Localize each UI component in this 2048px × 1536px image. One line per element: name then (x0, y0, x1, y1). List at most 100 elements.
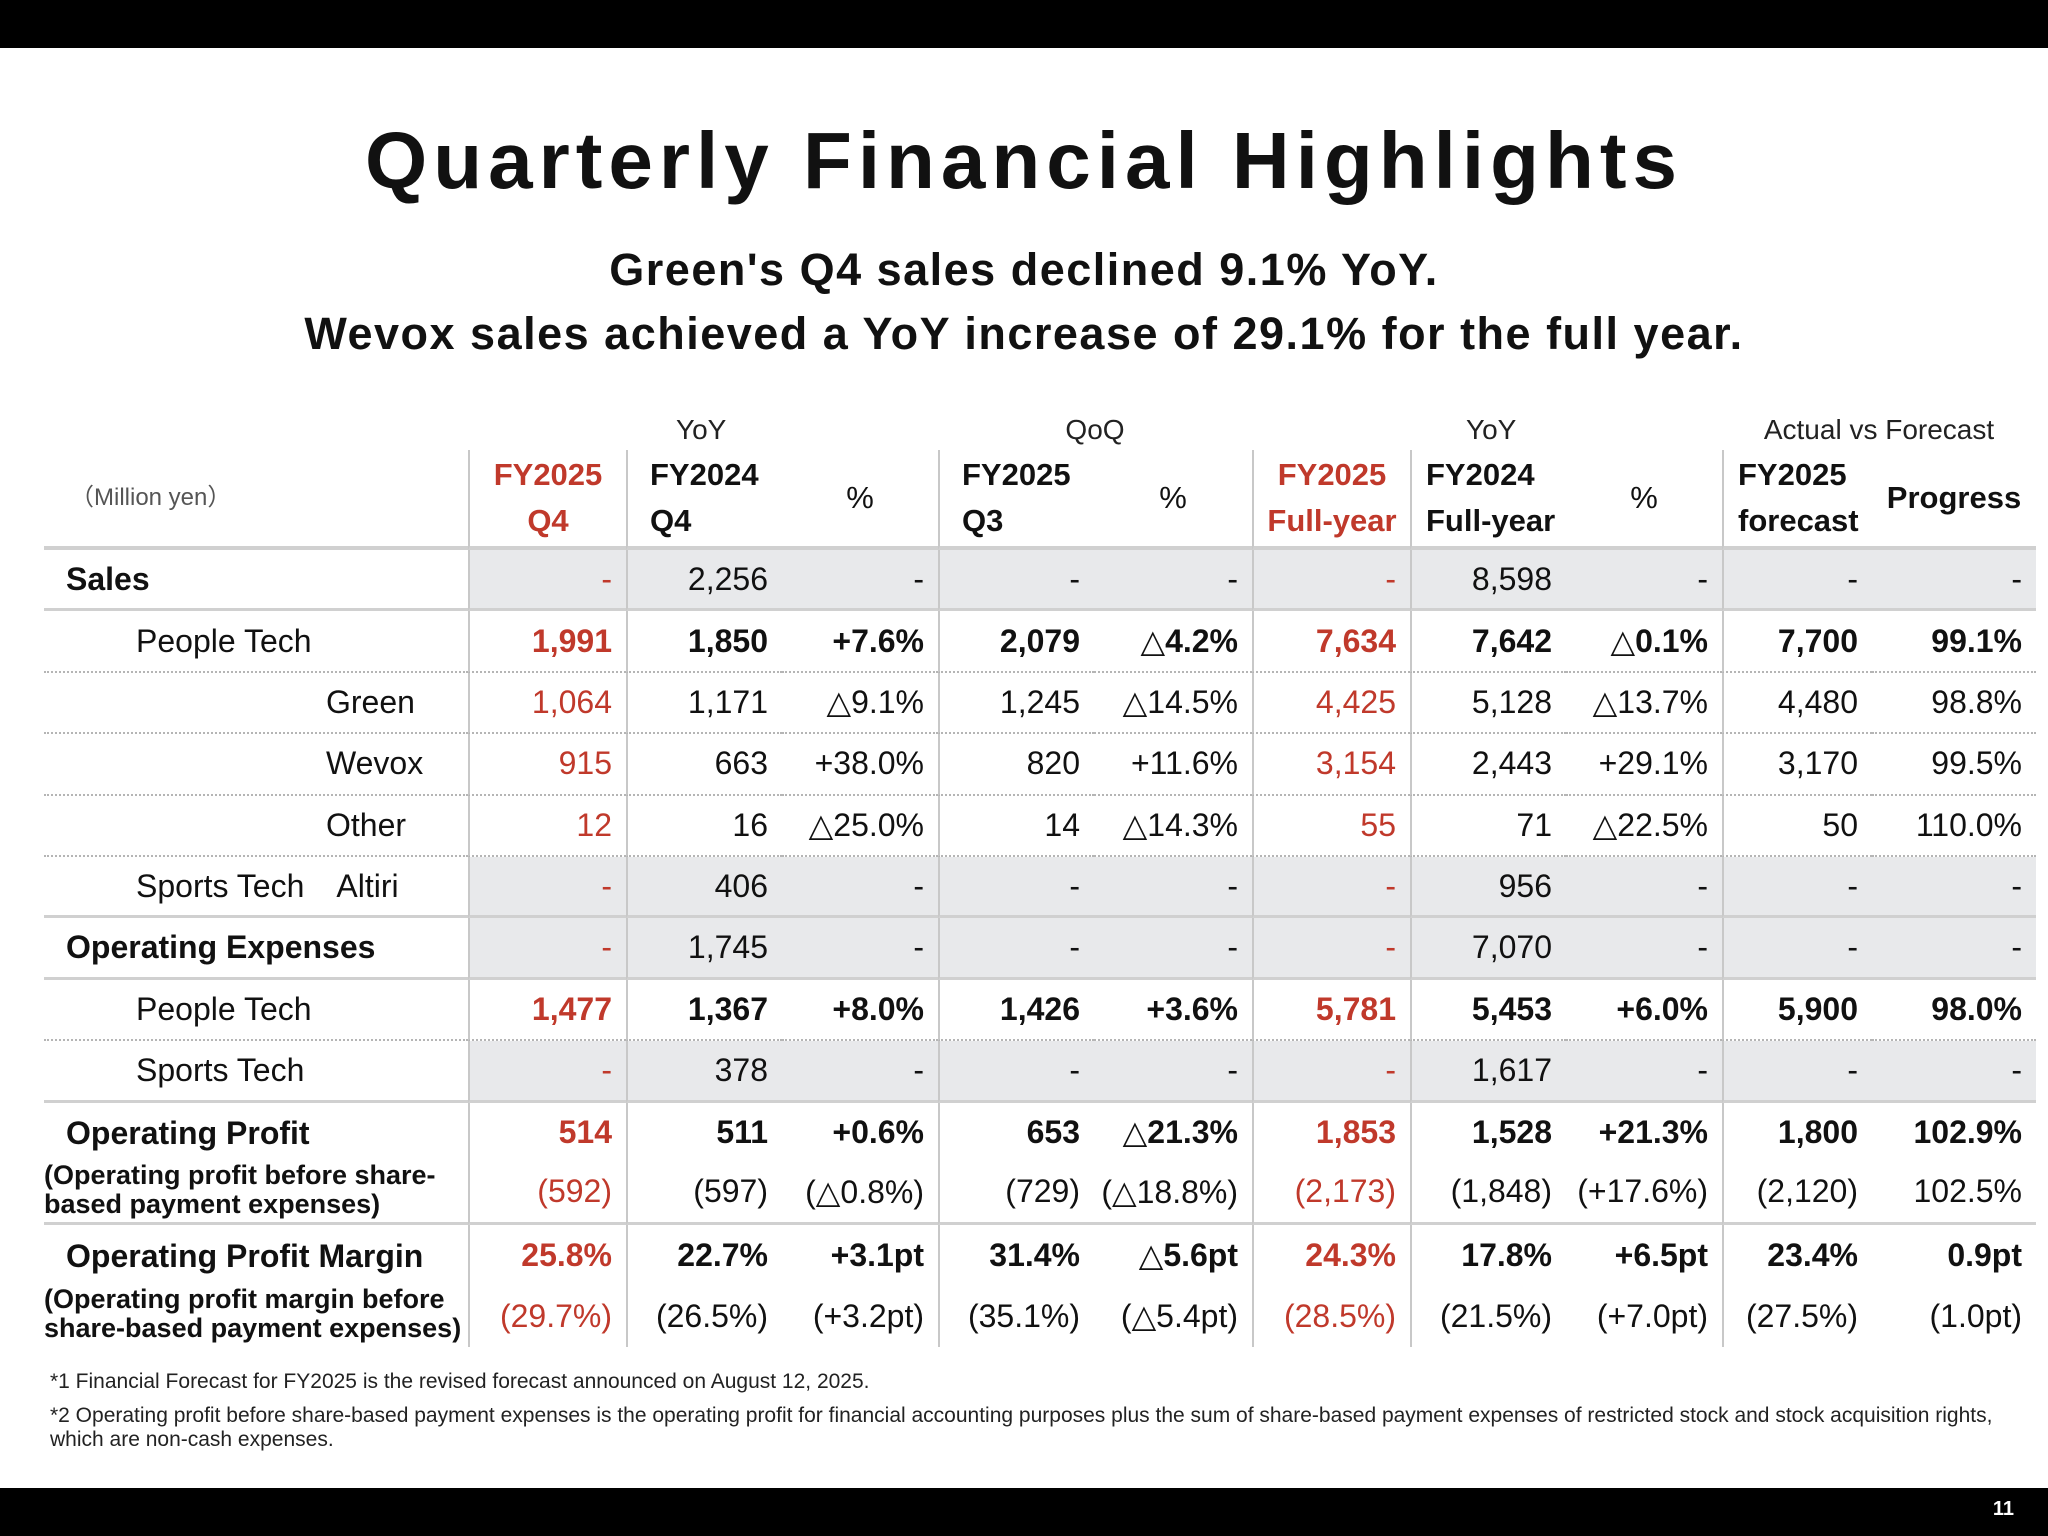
cell-value: +0.6% (832, 1113, 924, 1150)
table-cell: 2,079 (938, 611, 1094, 673)
cell-subvalue: (27.5%) (1745, 1297, 1858, 1334)
column-header-row: （Million yen） FY2025 Q4 FY2024 Q4 % FY2025… (44, 450, 2036, 550)
table-cell: - (468, 550, 626, 612)
group-header-row: YoY QoQ YoY Actual vs Forecast (44, 410, 2036, 450)
table-row: People Tech 1,477 1,367 +8.0% 1,426 +3.6% 5,78… (44, 979, 2036, 1042)
cell-value: 25.8% (521, 1236, 612, 1273)
group-header-forecast: Actual vs Forecast (1763, 414, 1995, 445)
bottom-black-band: 11 (0, 1488, 2048, 1536)
table-row: Wevox 915 663 +38.0% 820 +11.6% 3,154 2,443 +29.… (44, 734, 2036, 796)
table-cell: 1,245 (938, 672, 1094, 735)
table-cell: 3,154 (1252, 734, 1410, 796)
table-cell: - (1566, 918, 1722, 980)
row-label: Sports Tech (44, 1041, 468, 1103)
table-cell: +29.1% (1566, 734, 1722, 796)
table-row: Sales -2,256- - - -8,598- - - (44, 550, 2036, 612)
table-cell: △9.1% (782, 673, 938, 735)
row-label-main: Operating Profit (66, 1114, 310, 1151)
unit-label: （Million yen） (70, 484, 232, 511)
table-cell: 31.4% (35.1%) (938, 1224, 1094, 1347)
table-cell: 1,853 (2,173) (1252, 1102, 1410, 1225)
cell-value: △5.6pt (1138, 1237, 1238, 1274)
page-title: Quarterly Financial Highlights (365, 116, 1683, 205)
table-cell: △5.6pt (△5.4pt) (1094, 1225, 1252, 1347)
table-cell: △21.3% (△18.8%) (1094, 1103, 1252, 1225)
col-header: % (1566, 450, 1722, 550)
table-cell: 110.0% (1872, 796, 2036, 857)
table-cell: 2,443 (1410, 734, 1566, 796)
table-cell: 8,598 (1410, 550, 1566, 612)
table-cell: 7,642 (1410, 611, 1566, 673)
table-cell: - (782, 856, 938, 919)
table-cell: 17.8% (21.5%) (1410, 1224, 1566, 1347)
cell-value: △21.3% (1122, 1114, 1238, 1151)
table-cell: - (1566, 1041, 1722, 1103)
row-label: Operating Expenses (44, 918, 468, 980)
cell-value: +21.3% (1598, 1113, 1708, 1150)
table-cell: - (1722, 918, 1872, 980)
cell-value: 31.4% (989, 1236, 1080, 1273)
col-header: FY2025 forecast (1722, 450, 1872, 550)
row-sublabel-text: Altiri (336, 867, 399, 904)
table-cell: - (938, 550, 1094, 612)
table-cell: +21.3% (+17.6%) (1566, 1103, 1722, 1225)
cell-subvalue: (+7.0pt) (1596, 1297, 1708, 1334)
table-cell: 1,477 (468, 979, 626, 1042)
col-header: FY2024 Q4 (626, 450, 782, 550)
footnotes: *1 Financial Forecast for FY2025 is the … (50, 1370, 2000, 1462)
financial-table: YoY QoQ YoY Actual vs Forecast （Million … (44, 410, 2036, 1347)
table-cell: 22.7% (26.5%) (626, 1224, 782, 1347)
table-cell: 24.3% (28.5%) (1252, 1224, 1410, 1347)
table-cell: 50 (1722, 795, 1872, 857)
page-number: 11 (1992, 1498, 2014, 1520)
table-cell: - (1094, 918, 1252, 980)
table-cell: +38.0% (782, 734, 938, 796)
table-row: Other 12 16 △25.0% 14 △14.3% 55 71 △22.5% 50 110.0… (44, 795, 2036, 857)
cell-subvalue: (+17.6%) (1577, 1173, 1708, 1210)
table-cell: 1,426 (938, 979, 1094, 1042)
table-cell: 14 (938, 795, 1094, 857)
table-cell: - (1872, 1041, 2036, 1103)
row-label-text: People Tech (136, 622, 312, 659)
row-label: Operating Profit Margin (Operating profit… (44, 1225, 468, 1347)
table-row: Operating Profit (Operating profit before… (44, 1102, 2036, 1225)
table-cell: - (938, 1041, 1094, 1103)
cell-subvalue: (2,173) (1294, 1173, 1396, 1210)
table-cell: 5,453 (1410, 979, 1566, 1042)
table-cell: △4.2% (1094, 611, 1252, 673)
table-cell: - (468, 1041, 626, 1103)
cell-value: 17.8% (1461, 1236, 1552, 1273)
table-cell: 820 (938, 734, 1094, 796)
table-cell: - (938, 856, 1094, 919)
cell-subvalue: (592) (537, 1173, 612, 1210)
subtitle-line-2: Wevox sales achieved a YoY increase of 2… (304, 308, 1744, 359)
table-cell: 378 (626, 1041, 782, 1103)
table-cell: - (1566, 856, 1722, 919)
table-cell: - (1094, 550, 1252, 612)
table-cell: 915 (468, 734, 626, 796)
col-header: FY2024 Full-year (1410, 450, 1566, 550)
cell-subvalue: (28.5%) (1283, 1297, 1396, 1334)
table-cell: 956 (1410, 856, 1566, 919)
table-cell: - (1872, 918, 2036, 980)
table-cell: - (1872, 550, 2036, 612)
cell-subvalue: (21.5%) (1439, 1297, 1552, 1334)
cell-subvalue: 102.5% (1913, 1173, 2022, 1210)
table-cell: +6.5pt (+7.0pt) (1566, 1225, 1722, 1347)
col-header: FY2025 Full-year (1252, 450, 1410, 550)
cell-subvalue: (2,120) (1756, 1173, 1858, 1210)
cell-value: 23.4% (1767, 1236, 1858, 1273)
row-label-text: Other (326, 806, 407, 843)
row-label-text: Green (326, 683, 415, 720)
col-header: FY2025 Q3 (938, 450, 1094, 550)
row-label-main: Operating Profit Margin (66, 1238, 424, 1275)
table-cell: 5,128 (1410, 672, 1566, 735)
unit-label-cell: （Million yen） (44, 450, 468, 550)
table-cell: 406 (626, 856, 782, 919)
cell-subvalue: (+3.2pt) (812, 1297, 924, 1334)
table-cell: - (1252, 1041, 1410, 1103)
table-cell: - (1094, 1041, 1252, 1103)
cell-value: 22.7% (677, 1236, 768, 1273)
table-row: Sports Tech Altiri -406- - - -956- - - (44, 856, 2036, 919)
table-cell: △0.1% (1566, 611, 1722, 673)
